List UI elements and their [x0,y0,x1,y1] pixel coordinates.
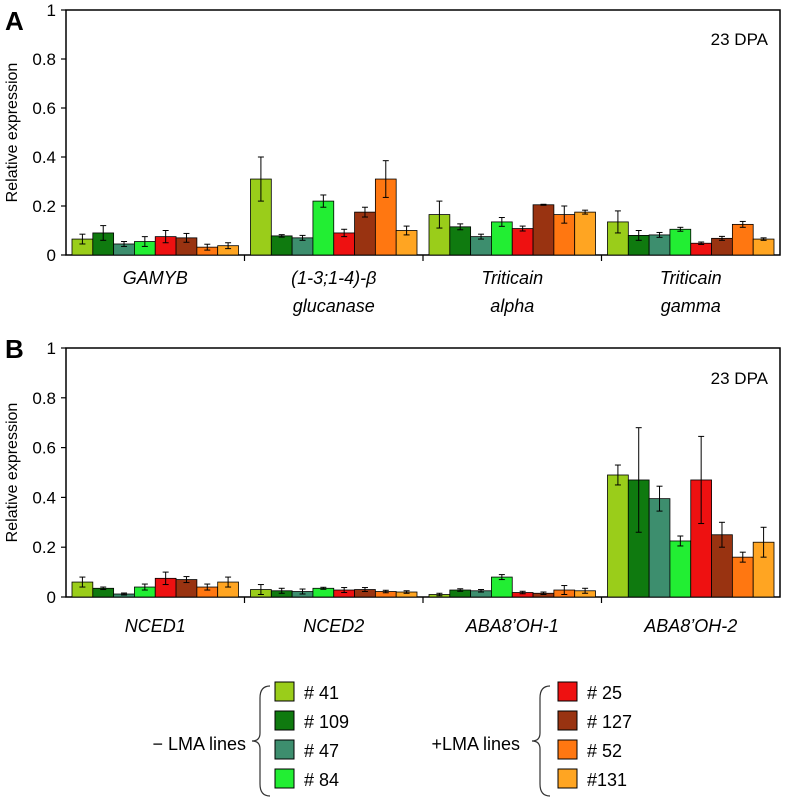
minus-lma-label: − LMA lines [152,734,246,754]
legend-swatch [274,681,295,702]
y-tick-label: 0.4 [32,148,56,167]
bar-25 [511,228,534,256]
x-category-label: ABA8’OH-2 [643,616,737,636]
bar-47 [648,498,671,598]
minus-brace [251,685,271,797]
legend-swatch [274,739,295,760]
bar-109 [449,226,472,256]
annotation-label: 23 DPA [711,30,769,49]
y-tick-label: 0.6 [32,99,56,118]
legend-label: # 109 [304,712,349,732]
y-axis-label: Relative expression [4,403,21,543]
plus-lma-label: +LMA lines [431,734,520,754]
legend-label: # 127 [587,712,632,732]
x-category-label: Triticain [481,268,543,288]
legend-label: # 47 [304,741,339,761]
annotation-label: 23 DPA [711,369,769,388]
panel-b: 0 0.2 0.4 0.6 0.8 1 Relative expression B 23 DPA… [4,334,781,636]
panel-a: 0 0.2 0.4 0.6 0.8 1 Relative expression A 23 DPA… [4,1,781,316]
bar-127 [711,237,733,256]
y-tick-label: 0.4 [32,488,56,507]
legend-swatch [274,768,295,789]
panel-label: A [5,6,24,36]
x-category-label: glucanase [293,296,375,316]
x-category-label: (1-3;1-4)-β [291,268,376,288]
x-category-label: ABA8’OH-1 [465,616,559,636]
legend-label: #131 [587,770,627,790]
bar-127 [354,211,376,256]
y-tick-label: 0.8 [32,389,56,408]
bar-131 [574,211,596,256]
bar-127 [532,204,555,256]
x-category-label: NCED2 [303,616,364,636]
bar-47 [648,234,671,256]
bar-109 [270,235,293,256]
bar-84 [491,221,513,256]
x-category-label: Triticain [660,268,722,288]
legend-swatch [557,681,578,702]
y-tick-label: 1 [47,339,56,358]
x-category-label: GAMYB [123,268,188,288]
x-category-label: NCED1 [125,616,186,636]
legend-label: # 41 [304,683,339,703]
y-tick-label: 0.6 [32,439,56,458]
bar-52 [731,223,754,256]
bar-84 [669,228,692,256]
legend: − LMA lines # 41 # 109 # 47 # 84 +LMA lines # … [152,681,632,797]
x-category-label: gamma [661,296,721,316]
x-category-label: alpha [490,296,534,316]
y-tick-label: 1 [47,1,56,20]
plus-brace [531,685,551,797]
legend-swatch [274,710,295,731]
y-tick-label: 0 [47,588,56,607]
bar-25 [690,242,712,256]
bar-84 [669,540,692,598]
y-tick-label: 0.2 [32,197,56,216]
bar-41 [607,474,629,598]
legend-label: # 25 [587,683,622,703]
panel-label: B [5,334,24,364]
bar-52 [731,556,754,598]
legend-swatch [557,710,578,731]
bar-84 [312,200,335,256]
legend-label: # 52 [587,741,622,761]
legend-swatch [557,739,578,760]
bar-131 [752,238,775,256]
y-tick-label: 0.2 [32,538,56,557]
y-axis-label: Relative expression [4,63,21,203]
y-tick-label: 0 [47,246,56,265]
legend-swatch [557,768,578,789]
plot-frame [65,9,781,256]
legend-label: # 84 [304,770,339,790]
y-tick-label: 0.8 [32,50,56,69]
